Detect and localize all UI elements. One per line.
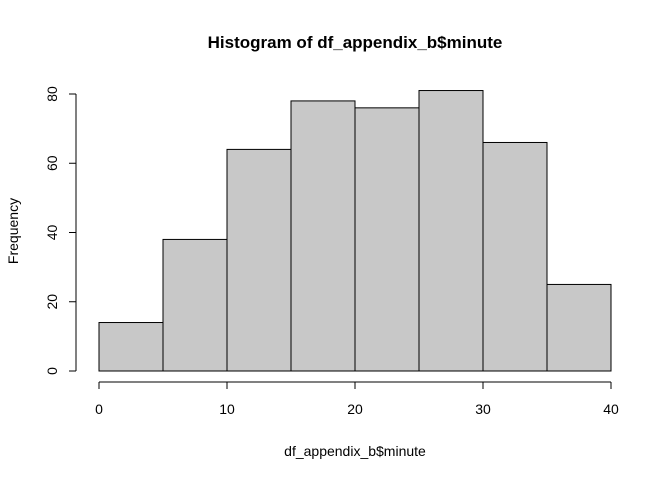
- histogram-bar: [162, 238, 228, 372]
- chart-title: Histogram of df_appendix_b$minute: [208, 33, 503, 52]
- histogram-bar: [290, 100, 356, 372]
- histogram-bar: [226, 148, 292, 372]
- y-tick-label: 60: [44, 155, 60, 171]
- histogram-bar: [482, 141, 548, 372]
- x-tick-label: 30: [475, 401, 491, 417]
- x-tick-label: 40: [603, 401, 619, 417]
- y-axis-label: Frequency: [5, 198, 21, 264]
- x-axis-label: df_appendix_b$minute: [284, 443, 426, 459]
- y-axis: 0 20 40 60 80: [44, 86, 77, 375]
- y-tick-label: 80: [44, 86, 60, 102]
- histogram-bar: [418, 90, 484, 372]
- histogram-bar: [546, 283, 612, 372]
- y-tick-label: 20: [44, 294, 60, 310]
- x-tick-label: 10: [219, 401, 235, 417]
- histogram-bar: [98, 322, 164, 372]
- y-tick-label: 0: [44, 367, 60, 375]
- bars-group: [98, 90, 612, 372]
- y-tick-label: 40: [44, 225, 60, 241]
- histogram-bar: [354, 107, 420, 372]
- x-axis: 0 10 20 30 40: [95, 381, 619, 417]
- x-tick-label: 20: [347, 401, 363, 417]
- x-tick-label: 0: [95, 401, 103, 417]
